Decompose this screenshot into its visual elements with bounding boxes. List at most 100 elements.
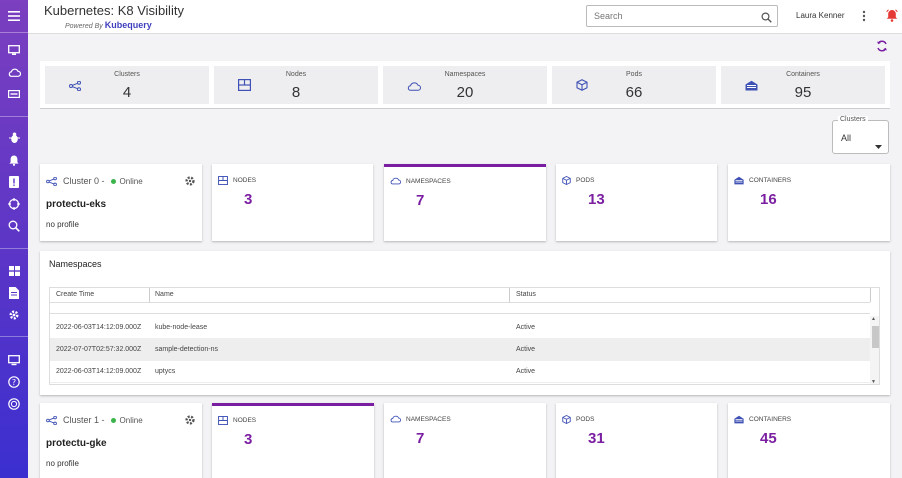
report-alert-icon[interactable] <box>5 174 23 190</box>
search-input[interactable] <box>587 6 752 26</box>
cell-status: Active <box>516 368 536 375</box>
alert-bell-icon[interactable] <box>5 152 23 168</box>
table-row[interactable]: 2022-07-07T02:57:32.000Z sample-detectio… <box>50 339 870 361</box>
clusters-filter-label: Clusters <box>838 116 868 123</box>
caret-down-icon <box>875 136 882 154</box>
table-filter-row[interactable] <box>50 302 870 314</box>
more-options-icon[interactable] <box>862 9 866 27</box>
table-scrollbar[interactable]: ▲ ▼ <box>870 316 879 385</box>
document-icon[interactable] <box>5 285 23 301</box>
metric-label-text: PODS <box>576 416 595 423</box>
metric-label: NAMESPACES <box>390 177 451 185</box>
summary-label: Nodes <box>285 71 307 78</box>
summary-tile-pods[interactable]: Pods 66 <box>552 66 716 104</box>
clusters-filter-select[interactable]: Clusters All <box>832 116 889 154</box>
column-header-create-time[interactable]: Create Time <box>56 291 95 298</box>
cluster-name: protectu-eks <box>46 199 107 210</box>
table-row[interactable]: 2022-06-03T14:12:09.000Z kube-node-lease… <box>50 317 870 339</box>
page-title: Kubernetes: K8 Visibility <box>44 3 184 18</box>
remote-desktop-icon[interactable] <box>5 352 23 368</box>
metric-card-nodes[interactable]: NODES 3 <box>212 164 373 241</box>
target-icon[interactable] <box>5 196 23 212</box>
server-icon[interactable] <box>5 86 23 102</box>
notification-bell-icon[interactable] <box>886 9 898 27</box>
dashboard-grid-icon[interactable] <box>5 263 23 279</box>
threat-search-icon[interactable] <box>5 218 23 234</box>
metric-value: 31 <box>588 430 605 447</box>
metric-value: 45 <box>760 430 777 447</box>
cell-create-time: 2022-06-03T14:12:09.000Z <box>56 324 142 331</box>
sidebar-divider <box>0 32 28 33</box>
column-header-status[interactable]: Status <box>516 291 536 298</box>
container-icon <box>745 78 758 96</box>
online-status-dot <box>110 178 116 184</box>
metric-value: 13 <box>588 191 605 208</box>
summary-value: 20 <box>456 84 474 101</box>
scroll-down-arrow-icon[interactable]: ▼ <box>871 379 876 385</box>
summary-value: 95 <box>794 84 812 101</box>
sidebar-divider <box>0 248 28 249</box>
metric-card-nodes[interactable]: NODES 3 <box>212 403 374 478</box>
powered-by-label: Powered By <box>65 23 103 30</box>
summary-tile-nodes[interactable]: Nodes 8 <box>214 66 378 104</box>
cluster-card[interactable]: Cluster 1 - Online protectu-gke no profi… <box>40 403 202 478</box>
metric-label: NODES <box>218 416 256 425</box>
help-icon[interactable]: ? <box>5 374 23 390</box>
cluster-settings-gear-icon[interactable] <box>184 174 196 192</box>
table-row[interactable]: 2022-06-03T14:12:09.000Z uptycs Active <box>50 361 870 383</box>
metric-card-pods[interactable]: PODS 31 <box>556 403 717 478</box>
cell-status: Active <box>516 346 536 353</box>
cluster-icon <box>46 176 57 186</box>
online-status-dot <box>110 417 116 423</box>
scrollbar-thumb[interactable] <box>872 326 879 348</box>
metric-card-containers[interactable]: CONTAINERS 16 <box>728 164 890 241</box>
metric-card-pods[interactable]: PODS 13 <box>556 164 717 241</box>
cluster-icon <box>69 78 81 96</box>
cluster-status: Online <box>119 415 143 425</box>
node-icon <box>218 416 228 425</box>
summary-label: Pods <box>626 71 642 78</box>
summary-strip: Clusters 4 Nodes 8 Namespaces 20 Pods 66… <box>40 61 890 109</box>
menu-icon[interactable] <box>5 8 23 24</box>
metric-label: NODES <box>218 176 256 185</box>
summary-tile-clusters[interactable]: Clusters 4 <box>45 66 209 104</box>
metric-label-text: NAMESPACES <box>406 177 451 185</box>
metric-value: 3 <box>244 431 253 448</box>
metric-label-text: NODES <box>233 177 257 184</box>
metric-label-text: NODES <box>233 417 257 424</box>
cluster-status: Online <box>119 176 143 186</box>
user-name[interactable]: Laura Kenner <box>796 11 845 20</box>
metric-card-namespaces[interactable]: NAMESPACES 7 <box>384 164 546 241</box>
column-divider <box>509 288 510 302</box>
cluster-card[interactable]: Cluster 0 - Online protectu-eks no profi… <box>40 164 202 241</box>
scroll-up-arrow-icon[interactable]: ▲ <box>871 316 876 322</box>
metric-card-namespaces[interactable]: NAMESPACES 7 <box>384 403 546 478</box>
cluster-header: Cluster 0 - Online <box>46 176 143 186</box>
summary-label: Namespaces <box>444 71 486 78</box>
node-icon <box>218 176 228 185</box>
cell-name: uptycs <box>155 368 176 375</box>
namespace-cloud-icon <box>407 78 421 96</box>
metric-value: 7 <box>416 192 425 209</box>
search-icon[interactable] <box>761 10 772 28</box>
cluster-settings-gear-icon[interactable] <box>184 413 196 431</box>
summary-tile-containers[interactable]: Containers 95 <box>721 66 885 104</box>
cluster-profile: no profile <box>46 459 79 468</box>
brand-logo: Kubequery <box>104 20 152 30</box>
cell-name: kube-node-lease <box>155 324 208 331</box>
gear-icon[interactable] <box>5 307 23 323</box>
refresh-icon[interactable] <box>876 39 888 57</box>
summary-tile-namespaces[interactable]: Namespaces 20 <box>383 66 547 104</box>
cluster-header: Cluster 1 - Online <box>46 415 143 425</box>
cloud-icon[interactable] <box>5 64 23 80</box>
bug-icon[interactable] <box>5 130 23 146</box>
search-box <box>586 5 778 27</box>
metric-card-containers[interactable]: CONTAINERS 45 <box>728 403 890 478</box>
column-header-name[interactable]: Name <box>155 291 174 298</box>
cell-create-time: 2022-06-03T14:12:09.000Z <box>56 368 142 375</box>
pod-cube-icon <box>562 415 571 424</box>
monitor-icon[interactable] <box>5 42 23 58</box>
sidebar-divider <box>0 336 28 337</box>
info-circle-icon[interactable] <box>5 396 23 412</box>
metric-label: PODS <box>562 415 594 424</box>
